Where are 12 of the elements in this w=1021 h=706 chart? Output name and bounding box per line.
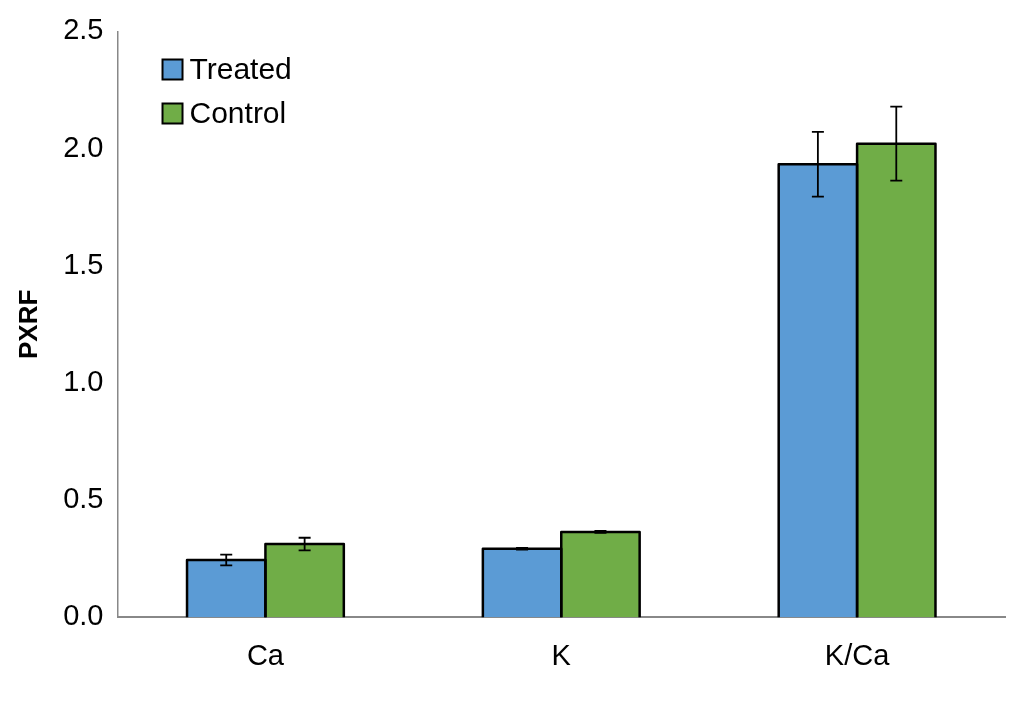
y-tick-label: 0.5 [63,482,104,515]
y-tick-label: 1.0 [63,364,104,397]
legend-label: Control [189,95,287,129]
y-tick-label: 1.5 [63,247,104,280]
x-tick-label: Ca [246,638,285,671]
y-tick-label: 0.0 [63,599,104,632]
y-axis-title: PXRF [12,289,43,359]
y-tick-label: 2.0 [63,130,104,163]
legend-label: Treated [189,51,292,85]
x-tick-label: K [551,638,572,671]
y-tick-label: 2.5 [63,13,104,46]
x-tick-label: K/Ca [824,638,891,671]
